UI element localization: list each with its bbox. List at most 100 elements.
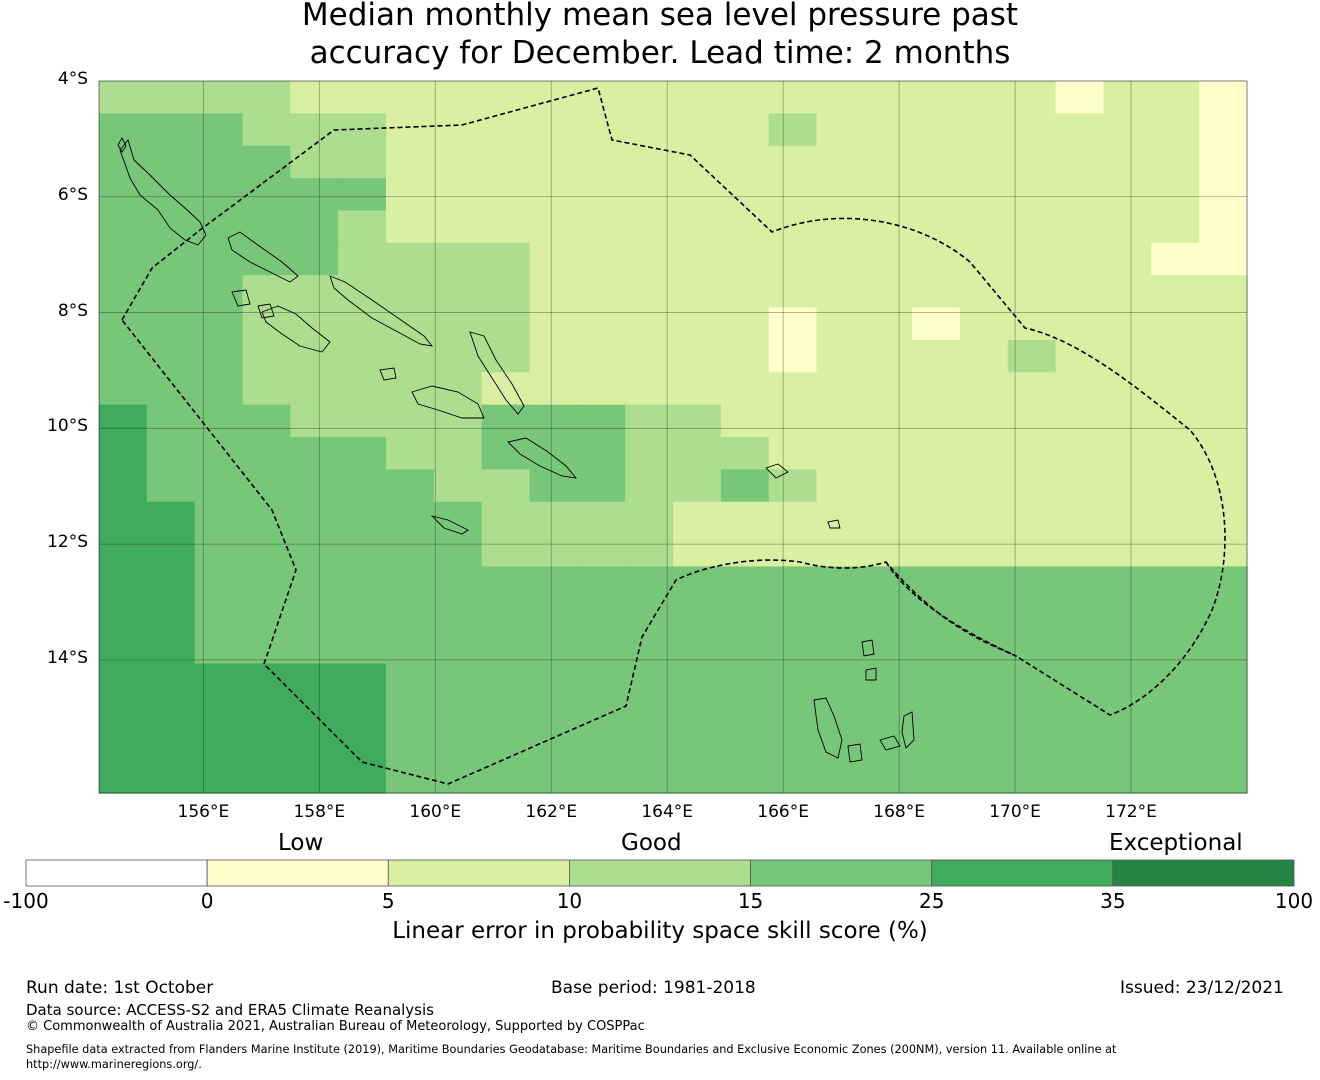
grid-cell [99, 598, 148, 632]
grid-cell [1007, 178, 1057, 212]
colorbar-tick-label: 10 [556, 889, 583, 913]
grid-cell [912, 145, 961, 179]
grid-cell [529, 145, 578, 179]
grid-cell [242, 631, 291, 665]
grid-cell [242, 534, 291, 568]
grid-cell [290, 210, 339, 244]
grid-cell [194, 566, 244, 600]
grid-cell [146, 598, 196, 632]
grid-cell [720, 372, 770, 406]
grid-cell [1007, 437, 1057, 470]
grid-cell [1007, 663, 1057, 697]
vella-lavella-island [231, 289, 251, 307]
latitude-label: 4°S [57, 69, 88, 89]
grid-cell [1103, 178, 1152, 212]
grid-cell [338, 534, 387, 568]
grid-cell [1103, 81, 1152, 114]
grid-cell [960, 372, 1009, 406]
grid-cell [1007, 404, 1057, 438]
grid-cell [816, 275, 865, 309]
grid-cell [720, 663, 770, 697]
vanuatu-eez-segment [885, 561, 1017, 657]
grid-cell [386, 178, 435, 212]
grid-cell [577, 760, 626, 794]
grid-cell [1151, 242, 1200, 276]
base-period: Base period: 1981-2018 [551, 978, 756, 998]
grid-cell [433, 760, 483, 794]
buka-island [117, 137, 127, 153]
grid-cell [146, 372, 196, 406]
grid-cell [242, 728, 291, 762]
grid-cell [577, 469, 626, 503]
grid-cell [481, 339, 531, 373]
grid-cell [1199, 663, 1248, 697]
grid-cell [529, 469, 578, 503]
grid-cell [720, 501, 770, 535]
grid-cell [577, 339, 626, 373]
grid-cell [1199, 372, 1248, 406]
grid-cell [529, 242, 578, 276]
grid-cell [386, 210, 435, 244]
grid-cell [816, 307, 865, 341]
latitude-label: 10°S [47, 416, 88, 437]
coastlines [117, 137, 915, 763]
grid-cell [1007, 501, 1057, 535]
grid-cell [625, 404, 674, 438]
grid-cell [577, 598, 626, 632]
grid-cell [338, 178, 387, 212]
grid-cell [194, 113, 244, 147]
grid-cell [481, 275, 531, 309]
grid-cell [1103, 404, 1152, 438]
grid-cell [1151, 469, 1200, 503]
grid-cell [1007, 631, 1057, 665]
colorbar-swatch [387, 859, 570, 887]
grid-cell [338, 469, 387, 503]
grid-cell [864, 728, 913, 762]
grid-cell [386, 566, 435, 600]
shapefile-credit-line-2: http://www.marineregions.org/. [26, 1058, 202, 1071]
grid-cell [194, 695, 244, 729]
grid-cell [1103, 145, 1152, 179]
grid-cell [1007, 760, 1057, 794]
grid-cell [146, 437, 196, 470]
grid-cell [816, 631, 865, 665]
grid-cell [1199, 178, 1248, 212]
grid-cell [242, 178, 291, 212]
grid-cell [577, 242, 626, 276]
grid-cell [912, 631, 961, 665]
grid-cell [146, 663, 196, 697]
grid-cell [1199, 242, 1248, 276]
grid-cell [1199, 210, 1248, 244]
grid-cell [433, 534, 483, 568]
grid-cell [864, 760, 913, 794]
grid-cell [433, 695, 483, 729]
grid-cell [720, 210, 770, 244]
grid-cell [1007, 81, 1057, 114]
graticule [99, 81, 1247, 793]
grid-cell [290, 728, 339, 762]
colorbar-tick-label: 35 [1100, 889, 1126, 913]
grid-cell [1199, 113, 1248, 147]
grid-cell [481, 404, 531, 438]
grid-cell [768, 178, 818, 212]
longitude-label: 168°E [873, 802, 925, 822]
grid-cell [1055, 372, 1105, 406]
grid-cell [146, 566, 196, 600]
grid-cell [768, 210, 818, 244]
grid-cell [1055, 631, 1105, 665]
grid-cell [625, 469, 674, 503]
grid-cell [816, 81, 865, 114]
grid-cell [912, 242, 961, 276]
grid-cell [529, 534, 578, 568]
grid-cell [1151, 695, 1200, 729]
grid-cell [816, 760, 865, 794]
latitude-label: 12°S [47, 532, 88, 553]
grid-cell [768, 81, 818, 114]
grid-cell [433, 566, 483, 600]
grid-cell [290, 469, 339, 503]
grid-cell [1055, 663, 1105, 697]
grid-cell [433, 275, 483, 309]
grid-cell [242, 339, 291, 373]
grid-cell [146, 631, 196, 665]
grid-cell [912, 437, 961, 470]
